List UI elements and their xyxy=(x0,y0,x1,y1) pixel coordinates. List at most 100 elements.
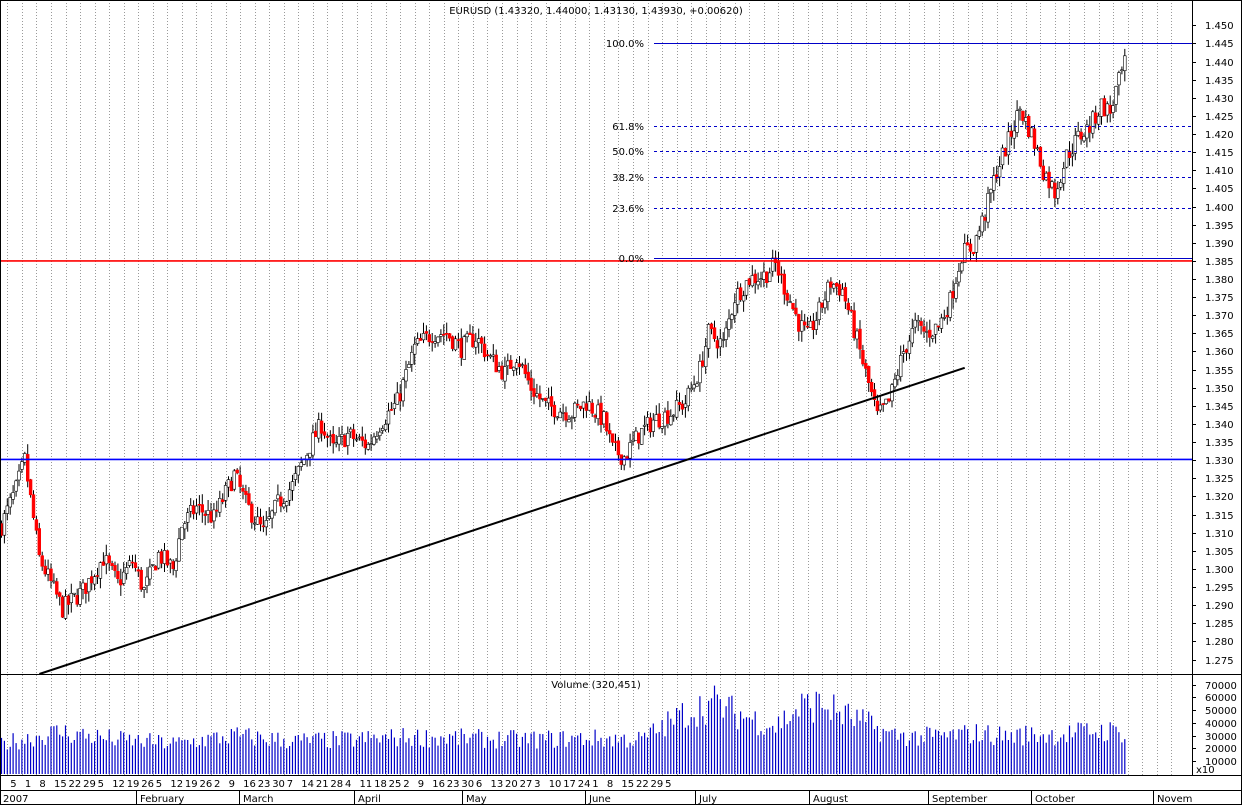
candle-body xyxy=(689,388,693,391)
candle-body xyxy=(884,398,888,405)
x-tick-label: 8 xyxy=(607,779,613,790)
candle-body xyxy=(855,330,859,340)
x-tick-label: 15 xyxy=(54,779,67,790)
candle-body xyxy=(418,337,423,341)
candle-body xyxy=(116,570,120,579)
candle-body xyxy=(119,579,123,586)
candle-body xyxy=(718,338,723,348)
candle-body xyxy=(442,333,446,336)
candle-body xyxy=(145,576,149,586)
x-tick-label: 2 xyxy=(403,779,409,790)
x-tick-label: 5 xyxy=(10,779,16,790)
candle-body xyxy=(238,474,242,487)
candle-body xyxy=(837,284,842,296)
candle-body xyxy=(258,516,263,525)
candle-body xyxy=(421,333,426,341)
candle-body xyxy=(462,336,466,360)
y-tick-label: 1.415 xyxy=(1205,148,1234,159)
candle-body xyxy=(1021,110,1025,121)
candle-body xyxy=(669,415,673,426)
x-tick-label: 7 xyxy=(287,779,293,790)
y-tick-label: 1.295 xyxy=(1205,583,1234,594)
candle-body xyxy=(840,288,845,296)
candle-body xyxy=(823,299,827,309)
candle-body xyxy=(721,339,725,341)
candle-body xyxy=(1047,171,1051,189)
candle-body xyxy=(107,555,111,564)
candle-body xyxy=(343,435,347,448)
x-tick-label: 5 xyxy=(665,779,671,790)
candle-body xyxy=(852,310,856,339)
candle-body xyxy=(997,166,1002,178)
candle-body xyxy=(686,387,691,407)
candle-body xyxy=(817,301,821,321)
candle-body xyxy=(893,378,897,388)
fib-label: 23.6% xyxy=(612,204,644,215)
candle-body xyxy=(826,281,830,303)
candle-body xyxy=(1041,165,1046,180)
candle-body xyxy=(380,427,385,431)
candle-body xyxy=(977,230,982,237)
candle-body xyxy=(191,505,196,515)
candle-body xyxy=(698,360,702,384)
volume-panel xyxy=(0,685,1126,774)
candle-body xyxy=(727,318,731,330)
candle-body xyxy=(316,419,321,439)
candle-body xyxy=(820,302,824,308)
x-tick-label: 12 xyxy=(112,779,125,790)
candle-body xyxy=(415,338,420,344)
x-tick-label: 9 xyxy=(229,779,235,790)
overlay-lines: 100.0% 61.8% 50.0% 38.2% 23.6% 0.0% xyxy=(0,39,1192,675)
candle-body xyxy=(223,485,228,501)
candle-body xyxy=(14,480,18,492)
y-tick-label: 1.375 xyxy=(1205,293,1234,304)
candle-body xyxy=(299,462,303,467)
candle-body xyxy=(17,470,21,481)
candle-body xyxy=(468,332,472,336)
y-tick-label: 1.445 xyxy=(1205,39,1234,50)
candle-body xyxy=(465,333,469,338)
volume-tick-label: 50000 xyxy=(1205,706,1237,717)
candle-body xyxy=(692,384,696,389)
candle-body xyxy=(928,329,932,338)
candle-body xyxy=(526,371,530,381)
candle-body xyxy=(980,215,984,233)
x-tick-label: 8 xyxy=(39,779,45,790)
candle-body xyxy=(261,525,266,528)
candle-body xyxy=(814,320,819,330)
candle-body xyxy=(348,428,353,433)
x-tick-label: 27 xyxy=(520,779,533,790)
candle-body xyxy=(805,325,810,328)
candle-body xyxy=(444,332,449,335)
candle-body xyxy=(1105,103,1110,116)
candle-body xyxy=(136,569,140,572)
candle-body xyxy=(194,505,199,514)
candle-body xyxy=(20,461,24,470)
candle-body xyxy=(439,334,443,337)
candle-body xyxy=(1003,148,1008,157)
candle-body xyxy=(587,401,592,411)
candle-body xyxy=(162,550,167,564)
volume-tick-label: 20000 xyxy=(1205,744,1237,755)
candle-body xyxy=(901,351,906,354)
candle-body xyxy=(1111,105,1115,113)
candle-body xyxy=(791,302,795,310)
month-label: April xyxy=(358,794,381,805)
candle-body xyxy=(637,432,641,444)
y-tick-label: 1.410 xyxy=(1205,166,1234,177)
candle-body xyxy=(133,562,138,569)
month-label: March xyxy=(243,794,273,805)
candle-body xyxy=(1059,182,1063,188)
candle-body xyxy=(404,369,408,382)
candle-body xyxy=(357,436,362,439)
candle-body xyxy=(750,275,755,287)
candle-body xyxy=(957,270,961,283)
y-tick-label: 1.320 xyxy=(1205,492,1234,503)
candle-body xyxy=(197,503,202,506)
candle-body xyxy=(520,364,525,366)
candle-body xyxy=(372,436,376,445)
candle-body xyxy=(762,271,766,280)
candle-body xyxy=(92,576,97,585)
fib-label: 61.8% xyxy=(612,122,644,133)
candle-body xyxy=(1015,110,1019,133)
